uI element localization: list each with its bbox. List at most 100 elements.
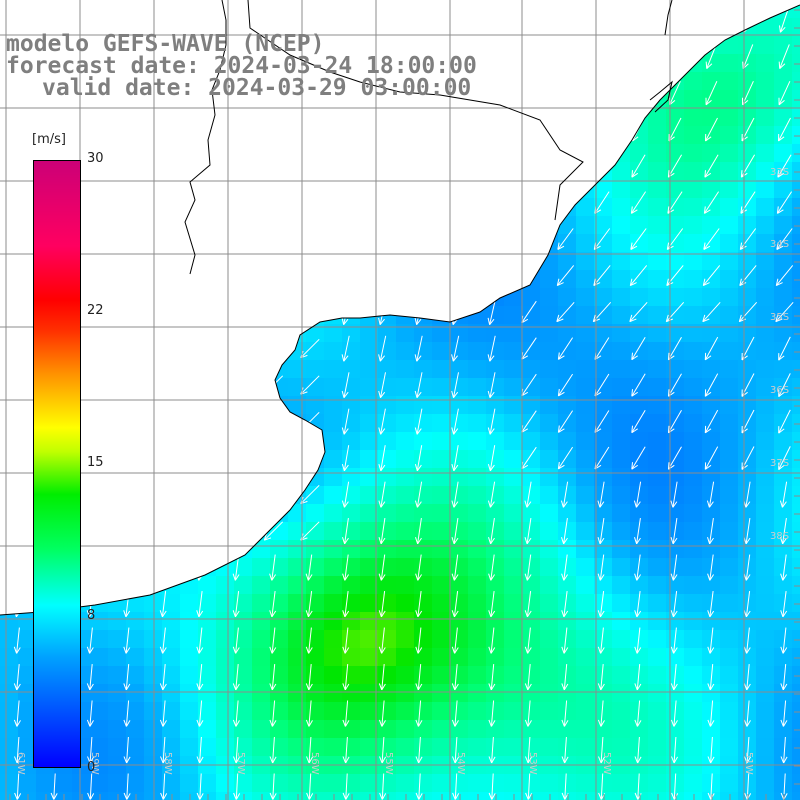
- wind-speed-cell: [126, 414, 145, 433]
- wind-arrow: [154, 448, 174, 468]
- wind-speed-cell: [774, 216, 793, 235]
- coastline-main: [0, 4, 800, 616]
- wind-arrow: [556, 265, 575, 287]
- wind-speed-cell: [792, 666, 800, 685]
- wind-speed-cell: [0, 234, 19, 253]
- wind-arrow: [415, 736, 423, 764]
- wind-speed-cell: [792, 774, 800, 793]
- wind-speed-cell: [792, 306, 800, 325]
- wind-speed-cell: [306, 576, 325, 595]
- wind-speed-cell: [756, 432, 775, 451]
- wind-speed-cell: [432, 216, 451, 235]
- wind-arrow: [196, 664, 204, 691]
- wind-speed-cell: [252, 648, 271, 667]
- wind-speed-cell: [612, 252, 631, 271]
- wind-arrow: [743, 664, 751, 691]
- wind-speed-cell: [594, 36, 613, 55]
- wind-speed-cell: [612, 72, 631, 91]
- wind-speed-cell: [198, 252, 217, 271]
- wind-speed-cell: [0, 540, 19, 559]
- wind-speed-cell: [684, 522, 703, 541]
- wind-speed-cell: [756, 342, 775, 361]
- wind-arrow: [117, 375, 138, 395]
- wind-speed-cell: [594, 162, 613, 181]
- wind-arrow: [670, 591, 678, 618]
- wind-speed-cell: [324, 360, 343, 379]
- wind-speed-cell: [486, 198, 505, 217]
- wind-speed-cell: [702, 72, 721, 91]
- wind-speed-cell: [540, 486, 559, 505]
- wind-speed-cell: [594, 594, 613, 613]
- wind-speed-cell: [306, 216, 325, 235]
- wind-speed-cell: [162, 180, 181, 199]
- wind-speed-cell: [756, 666, 775, 685]
- latitude-label: 38S: [770, 531, 789, 542]
- wind-speed-cell: [360, 594, 379, 613]
- wind-speed-cell: [216, 666, 235, 685]
- wind-arrow: [268, 116, 278, 143]
- wind-speed-cell: [450, 198, 469, 217]
- wind-arrow: [704, 336, 719, 361]
- wind-arrow: [123, 554, 131, 581]
- wind-speed-cell: [792, 468, 800, 487]
- wind-speed-cell: [162, 594, 181, 613]
- wind-speed-cell: [450, 666, 469, 685]
- wind-speed-cell: [252, 144, 271, 163]
- wind-speed-cell: [468, 414, 487, 433]
- wind-speed-cell: [756, 648, 775, 667]
- wind-arrow: [557, 373, 574, 397]
- wind-speed-cell: [270, 270, 289, 289]
- wind-arrow: [488, 664, 496, 691]
- wind-speed-cell: [0, 378, 19, 397]
- wind-speed-cell: [108, 648, 127, 667]
- wind-speed-cell: [486, 144, 505, 163]
- wind-speed-cell: [720, 162, 739, 181]
- wind-speed-cell: [522, 378, 541, 397]
- wind-speed-cell: [396, 324, 415, 343]
- wind-speed-cell: [756, 324, 775, 343]
- wind-speed-cell: [576, 738, 595, 757]
- wind-speed-cell: [414, 144, 433, 163]
- wind-speed-cell: [432, 162, 451, 181]
- wind-speed-cell: [738, 612, 757, 631]
- wind-speed-cell: [576, 252, 595, 271]
- wind-speed-cell: [252, 558, 271, 577]
- wind-speed-cell: [270, 576, 289, 595]
- wind-speed-cell: [90, 666, 109, 685]
- wind-speed-cell: [468, 36, 487, 55]
- wind-speed-cell: [252, 594, 271, 613]
- wind-speed-cell: [198, 180, 217, 199]
- wind-speed-cell: [324, 414, 343, 433]
- wind-speed-cell: [378, 342, 397, 361]
- wind-arrow: [268, 153, 278, 179]
- wind-speed-cell: [504, 180, 523, 199]
- wind-speed-cell: [432, 36, 451, 55]
- wind-speed-cell: [396, 234, 415, 253]
- wind-speed-cell: [630, 18, 649, 37]
- wind-speed-cell: [216, 432, 235, 451]
- wind-speed-cell: [558, 126, 577, 145]
- wind-speed-cell: [486, 702, 505, 721]
- wind-speed-cell: [342, 252, 361, 271]
- wind-speed-cell: [162, 306, 181, 325]
- wind-speed-cell: [324, 540, 343, 559]
- wind-speed-cell: [450, 720, 469, 739]
- longitude-label: 58W: [162, 752, 173, 775]
- wind-speed-cell: [180, 468, 199, 487]
- wind-speed-cell: [126, 432, 145, 451]
- wind-speed-cell: [306, 126, 325, 145]
- wind-arrow: [154, 521, 174, 541]
- longitude-label: 55W: [383, 752, 394, 775]
- wind-arrow: [195, 116, 205, 143]
- wind-speed-cell: [558, 648, 577, 667]
- wind-arrow: [190, 521, 211, 541]
- wind-speed-cell: [612, 108, 631, 127]
- wind-speed-cell: [90, 432, 109, 451]
- wind-speed-cell: [594, 684, 613, 703]
- wind-speed-cell: [702, 5, 721, 19]
- wind-speed-cell: [630, 738, 649, 757]
- wind-speed-cell: [234, 504, 253, 523]
- wind-speed-cell: [504, 558, 523, 577]
- wind-speed-cell: [342, 18, 361, 37]
- wind-speed-cell: [342, 702, 361, 721]
